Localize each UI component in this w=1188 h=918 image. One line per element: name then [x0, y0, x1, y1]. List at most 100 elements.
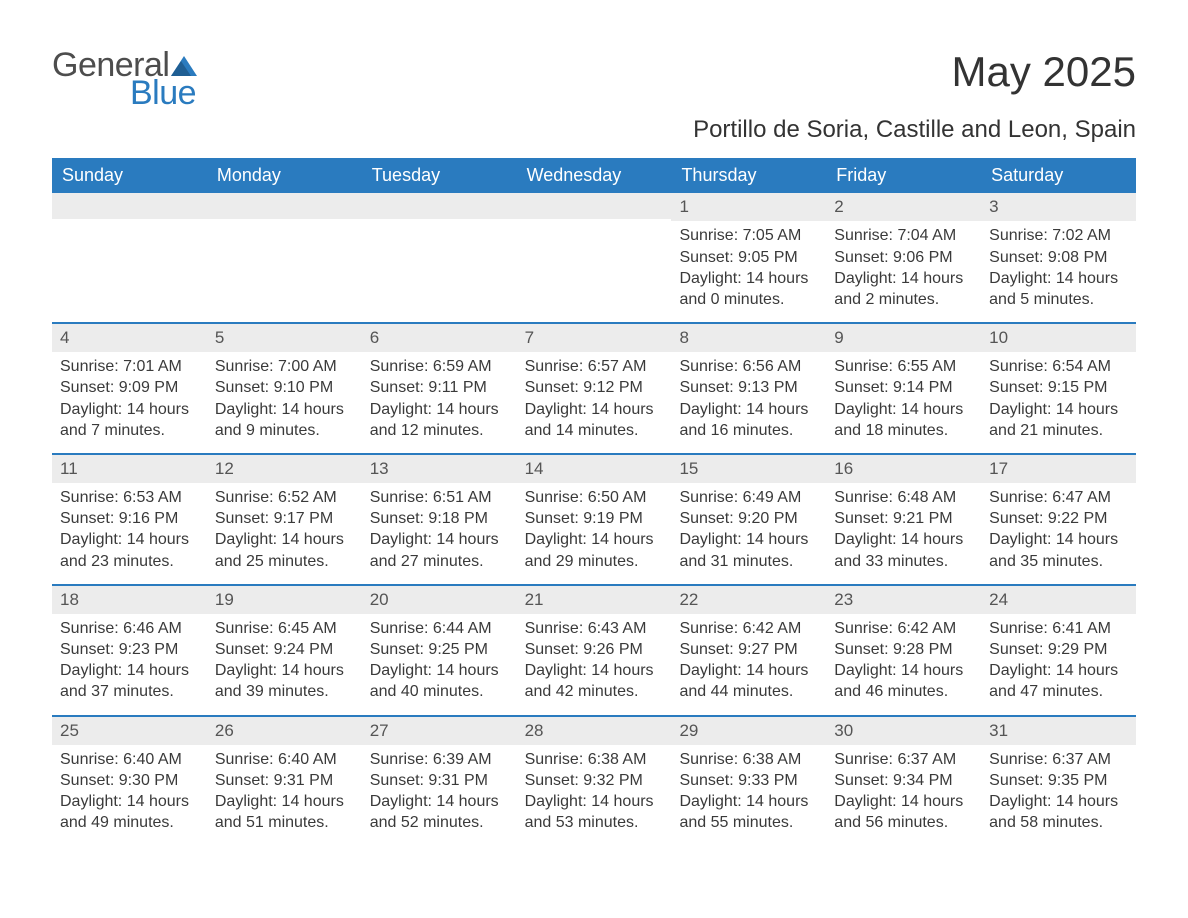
daylight-line-2: and 46 minutes. — [834, 681, 973, 702]
day-cell: 10Sunrise: 6:54 AMSunset: 9:15 PMDayligh… — [981, 324, 1136, 453]
daylight-line-1: Daylight: 14 hours — [834, 268, 973, 289]
daylight-line-2: and 55 minutes. — [679, 812, 818, 833]
daylight-line-2: and 5 minutes. — [989, 289, 1128, 310]
daylight-line-2: and 23 minutes. — [60, 551, 199, 572]
daylight-line-1: Daylight: 14 hours — [989, 660, 1128, 681]
day-cell: 16Sunrise: 6:48 AMSunset: 9:21 PMDayligh… — [826, 455, 981, 584]
day-cell: 24Sunrise: 6:41 AMSunset: 9:29 PMDayligh… — [981, 586, 1136, 715]
day-cell: 7Sunrise: 6:57 AMSunset: 9:12 PMDaylight… — [517, 324, 672, 453]
day-number: 29 — [671, 717, 826, 745]
title-block: May 2025 — [952, 48, 1136, 96]
sunset-line: Sunset: 9:26 PM — [525, 639, 664, 660]
sunset-line: Sunset: 9:11 PM — [370, 377, 509, 398]
sunset-line: Sunset: 9:29 PM — [989, 639, 1128, 660]
daylight-line-1: Daylight: 14 hours — [679, 529, 818, 550]
sunrise-line: Sunrise: 6:52 AM — [215, 487, 354, 508]
sunrise-line: Sunrise: 6:57 AM — [525, 356, 664, 377]
sunset-line: Sunset: 9:20 PM — [679, 508, 818, 529]
dow-cell: Thursday — [671, 158, 826, 193]
day-cell — [517, 193, 672, 322]
sunset-line: Sunset: 9:21 PM — [834, 508, 973, 529]
sunset-line: Sunset: 9:28 PM — [834, 639, 973, 660]
sunrise-line: Sunrise: 6:46 AM — [60, 618, 199, 639]
sunset-line: Sunset: 9:23 PM — [60, 639, 199, 660]
day-cell: 1Sunrise: 7:05 AMSunset: 9:05 PMDaylight… — [671, 193, 826, 322]
day-number: 11 — [52, 455, 207, 483]
sunset-line: Sunset: 9:35 PM — [989, 770, 1128, 791]
sunset-line: Sunset: 9:34 PM — [834, 770, 973, 791]
daylight-line-1: Daylight: 14 hours — [679, 399, 818, 420]
weeks-container: 1Sunrise: 7:05 AMSunset: 9:05 PMDaylight… — [52, 193, 1136, 845]
location-subtitle: Portillo de Soria, Castille and Leon, Sp… — [52, 116, 1136, 144]
page-title: May 2025 — [952, 48, 1136, 96]
day-number: 14 — [517, 455, 672, 483]
day-number: 30 — [826, 717, 981, 745]
day-cell: 19Sunrise: 6:45 AMSunset: 9:24 PMDayligh… — [207, 586, 362, 715]
header-row: General Blue May 2025 — [52, 48, 1136, 110]
daylight-line-2: and 33 minutes. — [834, 551, 973, 572]
daylight-line-2: and 40 minutes. — [370, 681, 509, 702]
day-number: 7 — [517, 324, 672, 352]
dow-cell: Sunday — [52, 158, 207, 193]
logo-triangle-icon — [171, 56, 197, 76]
week-row: 4Sunrise: 7:01 AMSunset: 9:09 PMDaylight… — [52, 322, 1136, 453]
day-number: 10 — [981, 324, 1136, 352]
daylight-line-2: and 0 minutes. — [679, 289, 818, 310]
daylight-line-2: and 51 minutes. — [215, 812, 354, 833]
day-cell: 13Sunrise: 6:51 AMSunset: 9:18 PMDayligh… — [362, 455, 517, 584]
day-number: 18 — [52, 586, 207, 614]
week-row: 25Sunrise: 6:40 AMSunset: 9:30 PMDayligh… — [52, 715, 1136, 846]
daylight-line-1: Daylight: 14 hours — [834, 399, 973, 420]
sunset-line: Sunset: 9:32 PM — [525, 770, 664, 791]
daylight-line-2: and 58 minutes. — [989, 812, 1128, 833]
daylight-line-2: and 7 minutes. — [60, 420, 199, 441]
daylight-line-1: Daylight: 14 hours — [989, 268, 1128, 289]
day-cell: 8Sunrise: 6:56 AMSunset: 9:13 PMDaylight… — [671, 324, 826, 453]
day-cell: 14Sunrise: 6:50 AMSunset: 9:19 PMDayligh… — [517, 455, 672, 584]
dow-cell: Monday — [207, 158, 362, 193]
daylight-line-1: Daylight: 14 hours — [370, 399, 509, 420]
day-number: 6 — [362, 324, 517, 352]
sunset-line: Sunset: 9:30 PM — [60, 770, 199, 791]
sunrise-line: Sunrise: 6:43 AM — [525, 618, 664, 639]
sunrise-line: Sunrise: 6:42 AM — [834, 618, 973, 639]
daylight-line-1: Daylight: 14 hours — [989, 791, 1128, 812]
day-number: 3 — [981, 193, 1136, 221]
day-cell: 28Sunrise: 6:38 AMSunset: 9:32 PMDayligh… — [517, 717, 672, 846]
sunset-line: Sunset: 9:25 PM — [370, 639, 509, 660]
daylight-line-1: Daylight: 14 hours — [60, 529, 199, 550]
daylight-line-2: and 44 minutes. — [679, 681, 818, 702]
daylight-line-1: Daylight: 14 hours — [215, 529, 354, 550]
dow-cell: Friday — [826, 158, 981, 193]
daylight-line-1: Daylight: 14 hours — [989, 399, 1128, 420]
sunrise-line: Sunrise: 6:49 AM — [679, 487, 818, 508]
sunrise-line: Sunrise: 6:50 AM — [525, 487, 664, 508]
day-cell: 29Sunrise: 6:38 AMSunset: 9:33 PMDayligh… — [671, 717, 826, 846]
day-number: 8 — [671, 324, 826, 352]
day-number: 1 — [671, 193, 826, 221]
sunset-line: Sunset: 9:15 PM — [989, 377, 1128, 398]
daylight-line-2: and 29 minutes. — [525, 551, 664, 572]
day-cell: 4Sunrise: 7:01 AMSunset: 9:09 PMDaylight… — [52, 324, 207, 453]
sunrise-line: Sunrise: 6:47 AM — [989, 487, 1128, 508]
day-number: 13 — [362, 455, 517, 483]
day-cell: 5Sunrise: 7:00 AMSunset: 9:10 PMDaylight… — [207, 324, 362, 453]
sunrise-line: Sunrise: 6:48 AM — [834, 487, 973, 508]
daylight-line-1: Daylight: 14 hours — [370, 660, 509, 681]
sunrise-line: Sunrise: 7:04 AM — [834, 225, 973, 246]
day-number: 9 — [826, 324, 981, 352]
daylight-line-1: Daylight: 14 hours — [834, 529, 973, 550]
sunrise-line: Sunrise: 6:51 AM — [370, 487, 509, 508]
week-row: 18 Sunrise: 6:46 AMSunset: 9:23 PM Dayligh… — [52, 584, 1136, 715]
sunrise-line: Sunrise: 6:37 AM — [989, 749, 1128, 770]
week-row: 11Sunrise: 6:53 AMSunset: 9:16 PMDayligh… — [52, 453, 1136, 584]
day-cell: 26Sunrise: 6:40 AMSunset: 9:31 PMDayligh… — [207, 717, 362, 846]
sunrise-line: Sunrise: 6:40 AM — [60, 749, 199, 770]
daylight-line-1: Daylight: 14 hours — [679, 791, 818, 812]
day-number — [207, 193, 362, 219]
daylight-line-1: Daylight: 14 hours — [60, 399, 199, 420]
sunset-line: Sunset: 9:08 PM — [989, 247, 1128, 268]
day-cell — [207, 193, 362, 322]
sunset-line: Sunset: 9:33 PM — [679, 770, 818, 791]
daylight-line-2: and 42 minutes. — [525, 681, 664, 702]
